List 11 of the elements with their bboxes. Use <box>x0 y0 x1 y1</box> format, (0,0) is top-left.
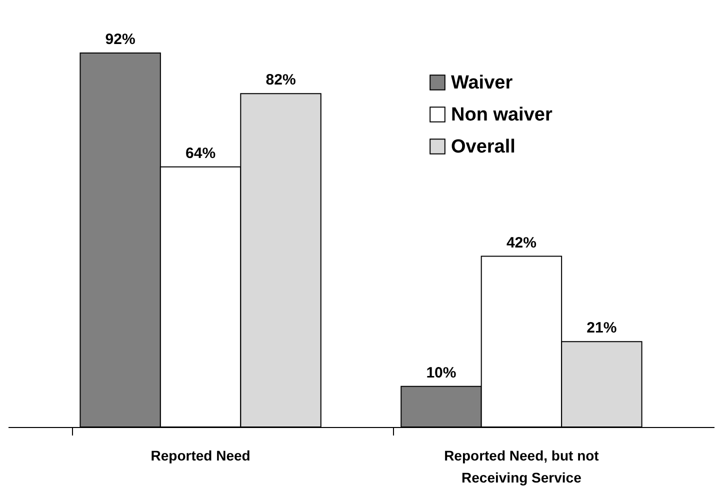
data-label: 42% <box>506 234 536 252</box>
data-label: 10% <box>426 364 456 382</box>
legend-label: Waiver <box>451 72 514 94</box>
data-label: 82% <box>266 72 296 89</box>
data-label: 92% <box>105 31 136 48</box>
data-label: 21% <box>586 320 617 337</box>
legend-label: Overall <box>451 136 516 158</box>
x-tick-label: Reported Need, but not Receiving Service <box>444 448 600 486</box>
legend-label: Non waiver <box>451 104 553 126</box>
data-label: 64% <box>186 144 216 162</box>
x-tick-label: Reported Need <box>150 448 250 464</box>
